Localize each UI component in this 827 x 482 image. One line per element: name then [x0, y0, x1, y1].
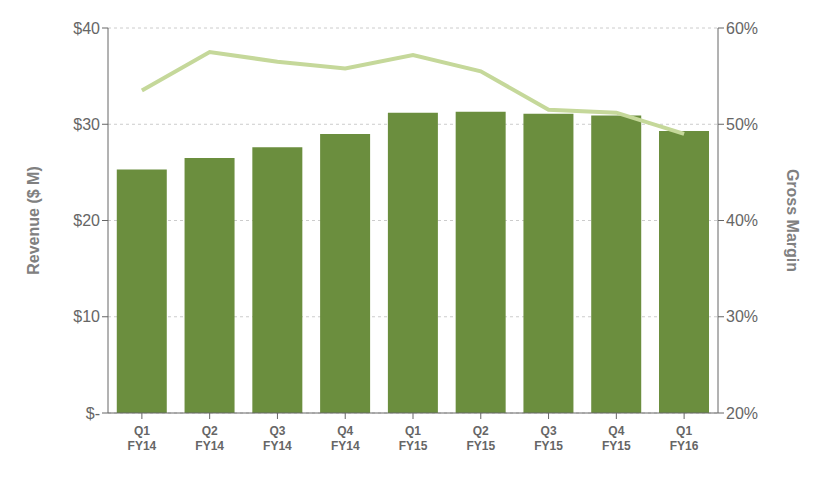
svg-text:Q3FY14: Q3FY14: [263, 424, 292, 453]
svg-text:$30: $30: [73, 116, 100, 133]
svg-text:Q3FY15: Q3FY15: [534, 424, 563, 453]
svg-text:30%: 30%: [726, 308, 758, 325]
svg-text:Q1FY14: Q1FY14: [128, 424, 157, 453]
svg-text:60%: 60%: [726, 20, 758, 37]
svg-text:Q4FY15: Q4FY15: [602, 424, 631, 453]
svg-text:$-: $-: [86, 405, 100, 422]
svg-text:40%: 40%: [726, 212, 758, 229]
svg-text:Gross Margin: Gross Margin: [784, 169, 801, 272]
svg-text:Q1FY16: Q1FY16: [670, 424, 699, 453]
svg-text:Q4FY14: Q4FY14: [331, 424, 360, 453]
svg-text:Q2FY14: Q2FY14: [195, 424, 224, 453]
svg-text:Revenue ($ M): Revenue ($ M): [25, 166, 42, 274]
svg-text:$10: $10: [73, 308, 100, 325]
svg-text:Q2FY15: Q2FY15: [466, 424, 495, 453]
svg-text:Q1FY15: Q1FY15: [399, 424, 428, 453]
svg-text:20%: 20%: [726, 405, 758, 422]
svg-text:$40: $40: [73, 20, 100, 37]
svg-text:$20: $20: [73, 212, 100, 229]
svg-text:50%: 50%: [726, 116, 758, 133]
